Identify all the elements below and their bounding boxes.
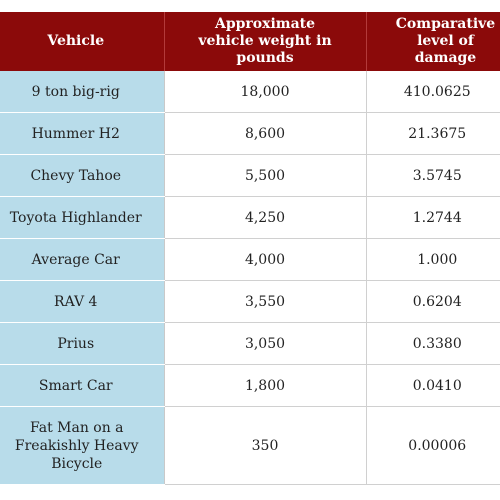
table-row: Toyota Highlander 4,250 1.2744 <box>0 196 500 239</box>
vehicle-cell: Prius <box>0 322 165 365</box>
vehicle-cell: Chevy Tahoe <box>0 154 165 197</box>
vehicle-damage-table-container: Vehicle Approximate vehicle weight in po… <box>0 12 500 487</box>
damage-cell: 21.3675 <box>366 112 500 155</box>
table-header-row: Vehicle Approximate vehicle weight in po… <box>0 12 500 71</box>
damage-cell: 0.00006 <box>366 406 500 485</box>
header-damage: Comparative level of damage <box>366 12 500 71</box>
table-row: Fat Man on a Freakishly Heavy Bicycle 35… <box>0 406 500 485</box>
weight-cell: 5,500 <box>164 154 367 197</box>
table-row: Average Car 4,000 1.000 <box>0 238 500 281</box>
damage-cell: 0.3380 <box>366 322 500 365</box>
vehicle-cell: RAV 4 <box>0 280 165 323</box>
header-weight-text: Approximate vehicle weight in pounds <box>198 16 332 66</box>
weight-cell: 8,600 <box>164 112 367 155</box>
weight-cell: 4,250 <box>164 196 367 239</box>
table-row: Prius 3,050 0.3380 <box>0 322 500 365</box>
damage-cell: 0.6204 <box>366 280 500 323</box>
table-row: Hummer H2 8,600 21.3675 <box>0 112 500 155</box>
vehicle-cell: Fat Man on a Freakishly Heavy Bicycle <box>0 406 165 485</box>
vehicle-damage-table: Vehicle Approximate vehicle weight in po… <box>0 12 500 485</box>
header-weight: Approximate vehicle weight in pounds <box>164 12 367 71</box>
weight-cell: 1,800 <box>164 364 367 407</box>
vehicle-cell: Average Car <box>0 238 165 281</box>
vehicle-cell: Smart Car <box>0 364 165 407</box>
table-row: RAV 4 3,550 0.6204 <box>0 280 500 323</box>
weight-cell: 3,550 <box>164 280 367 323</box>
damage-cell: 1.000 <box>366 238 500 281</box>
weight-cell: 18,000 <box>164 71 367 113</box>
weight-cell: 3,050 <box>164 322 367 365</box>
table-row: 9 ton big-rig 18,000 410.0625 <box>0 71 500 113</box>
damage-cell: 410.0625 <box>366 71 500 113</box>
table-row: Chevy Tahoe 5,500 3.5745 <box>0 154 500 197</box>
vehicle-cell: Hummer H2 <box>0 112 165 155</box>
damage-cell: 3.5745 <box>366 154 500 197</box>
weight-cell: 4,000 <box>164 238 367 281</box>
damage-cell: 0.0410 <box>366 364 500 407</box>
table-row: Smart Car 1,800 0.0410 <box>0 364 500 407</box>
weight-cell: 350 <box>164 406 367 485</box>
vehicle-cell: 9 ton big-rig <box>0 71 165 113</box>
damage-cell: 1.2744 <box>366 196 500 239</box>
header-damage-text: Comparative level of damage <box>395 16 496 66</box>
header-vehicle: Vehicle <box>0 12 165 71</box>
vehicle-cell: Toyota Highlander <box>0 196 165 239</box>
